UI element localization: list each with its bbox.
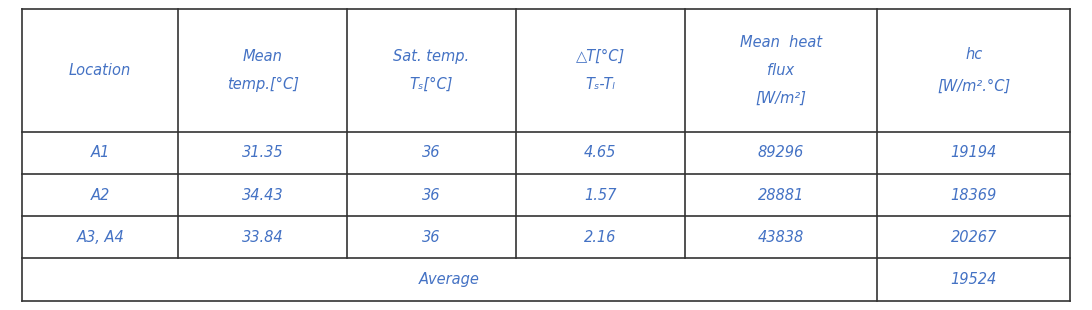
Text: 20267: 20267 bbox=[951, 230, 997, 245]
Text: Mean: Mean bbox=[242, 49, 283, 64]
Text: 18369: 18369 bbox=[951, 188, 997, 202]
Text: hc: hc bbox=[965, 47, 983, 63]
Text: A3, A4: A3, A4 bbox=[76, 230, 124, 245]
Text: △T[°C]: △T[°C] bbox=[575, 49, 625, 64]
Text: [W/m².°C]: [W/m².°C] bbox=[937, 78, 1010, 94]
Text: Location: Location bbox=[69, 63, 131, 78]
Text: A2: A2 bbox=[91, 188, 110, 202]
Text: 34.43: 34.43 bbox=[242, 188, 284, 202]
Text: 36: 36 bbox=[423, 145, 441, 160]
Text: 4.65: 4.65 bbox=[584, 145, 616, 160]
Text: 1.57: 1.57 bbox=[584, 188, 616, 202]
Text: [W/m²]: [W/m²] bbox=[756, 91, 807, 106]
Text: flux: flux bbox=[768, 63, 795, 78]
Text: temp.[°C]: temp.[°C] bbox=[227, 77, 299, 92]
Text: 33.84: 33.84 bbox=[242, 230, 284, 245]
Text: 19194: 19194 bbox=[951, 145, 997, 160]
Text: Tₛ[°C]: Tₛ[°C] bbox=[410, 77, 453, 92]
Text: 36: 36 bbox=[423, 230, 441, 245]
Text: 89296: 89296 bbox=[758, 145, 804, 160]
Text: 43838: 43838 bbox=[758, 230, 804, 245]
Text: 2.16: 2.16 bbox=[584, 230, 616, 245]
Text: Sat. temp.: Sat. temp. bbox=[393, 49, 470, 64]
Text: Average: Average bbox=[419, 272, 480, 287]
Text: 19524: 19524 bbox=[951, 272, 997, 287]
Text: 31.35: 31.35 bbox=[242, 145, 284, 160]
Text: Mean  heat: Mean heat bbox=[740, 35, 822, 50]
Text: 36: 36 bbox=[423, 188, 441, 202]
Text: 28881: 28881 bbox=[758, 188, 804, 202]
Text: A1: A1 bbox=[91, 145, 110, 160]
Text: Tₛ-Tₗ: Tₛ-Tₗ bbox=[585, 77, 615, 92]
